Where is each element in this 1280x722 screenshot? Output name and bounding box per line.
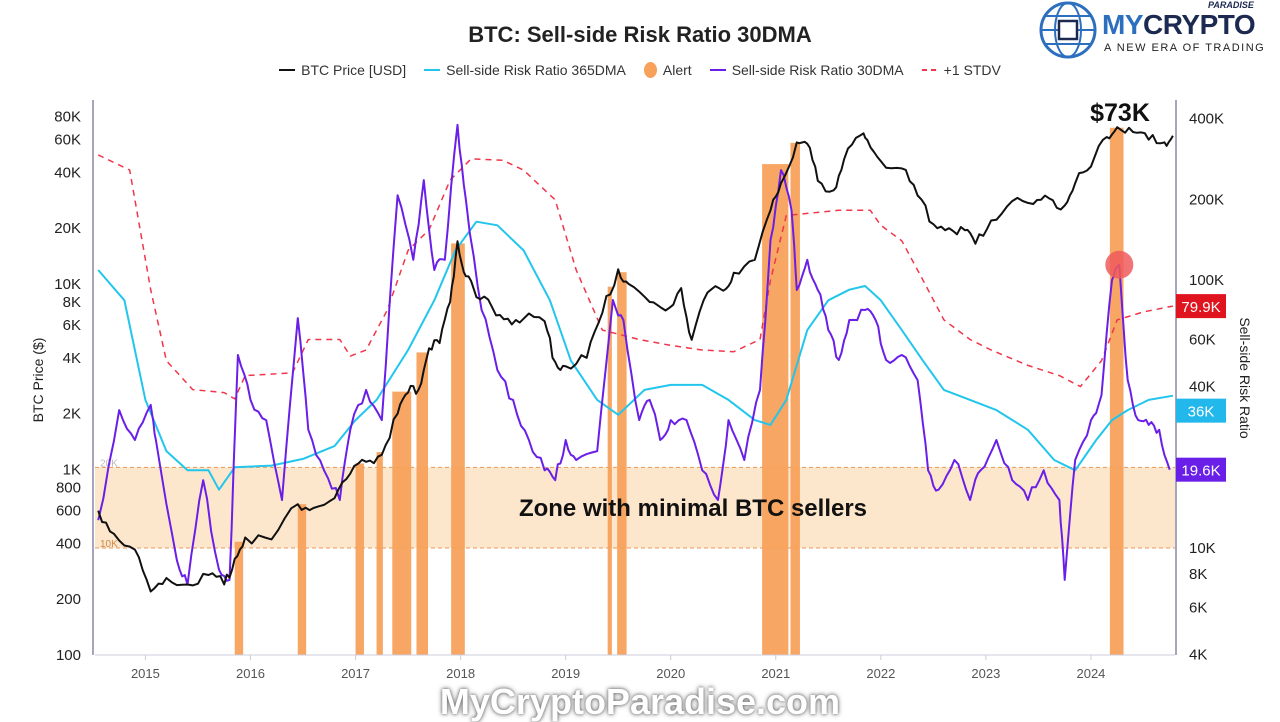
- value-badge: [1176, 294, 1226, 319]
- y-tick-label: 600: [56, 503, 81, 520]
- x-tick-label: 2020: [656, 666, 685, 681]
- zone-low-label: 10K: [100, 539, 118, 550]
- y2-tick-label: 4K: [1189, 647, 1207, 664]
- y-tick-label: 200: [56, 591, 81, 608]
- y-tick-label: 8K: [63, 294, 81, 311]
- legend-swatch: [921, 69, 938, 71]
- series-line-btc-price-usd-: [97, 126, 1174, 593]
- value-badge: [1176, 398, 1226, 423]
- value-badge-label: 79.9K: [1181, 299, 1220, 316]
- legend-item-365dma[interactable]: Sell-side Risk Ratio 365DMA: [424, 62, 626, 78]
- logo-wordmark: MYCRYPTO: [1102, 9, 1256, 40]
- chart-title: BTC: Sell-side Risk Ratio 30DMA: [468, 22, 812, 47]
- y-tick-label: 800: [56, 479, 81, 496]
- globe-circuit-icon: [1039, 1, 1097, 59]
- y-tick-label: 60K: [54, 132, 81, 149]
- alert-bar: [416, 352, 429, 655]
- legend-label: +1 STDV: [943, 62, 1001, 78]
- y2-tick-label: 200K: [1189, 191, 1224, 208]
- x-tick-label: 2017: [341, 666, 370, 681]
- zone-label: Zone with minimal BTC sellers: [519, 495, 867, 522]
- alert-bar: [617, 272, 627, 655]
- y-tick-label: 20K: [54, 220, 81, 237]
- y-tick-label: 1K: [63, 462, 81, 479]
- alert-bar: [1109, 127, 1124, 656]
- legend-swatch: [279, 69, 296, 71]
- alert-bar: [376, 452, 383, 655]
- x-tick-label: 2018: [446, 666, 475, 681]
- watermark: MyCryptoParadise.com: [439, 681, 841, 722]
- y-tick-label: 400: [56, 535, 81, 552]
- alert-bar: [451, 243, 465, 655]
- x-tick-label: 2015: [131, 666, 160, 681]
- alert-bar: [297, 504, 307, 655]
- y-tick-label: 80K: [54, 108, 81, 125]
- value-badge-label: 19.6K: [1181, 463, 1220, 480]
- legend-swatch: [643, 62, 657, 78]
- y-tick-label: 4K: [63, 350, 81, 367]
- legend-item-alert[interactable]: Alert: [643, 62, 692, 78]
- x-tick-label: 2016: [236, 666, 265, 681]
- series-line-sell-side-risk-ratio-30dma: [97, 123, 1171, 586]
- legend-item-30dma[interactable]: Sell-side Risk Ratio 30DMA: [709, 62, 904, 78]
- peak-marker-circle: [1105, 250, 1134, 279]
- y2-tick-label: 10K: [1189, 540, 1216, 557]
- logo-tagline: A NEW ERA OF TRADING: [1104, 42, 1266, 54]
- legend-label: Sell-side Risk Ratio 365DMA: [446, 62, 626, 78]
- y2-tick-label: 40K: [1189, 379, 1216, 396]
- alert-bar: [762, 164, 789, 655]
- x-tick-label: 2019: [551, 666, 580, 681]
- legend-label: Sell-side Risk Ratio 30DMA: [731, 62, 904, 78]
- peak-price-annotation: $73K: [1090, 99, 1150, 127]
- legend-swatch: [424, 69, 441, 71]
- x-tick-label: 2022: [866, 666, 895, 681]
- brand-logo: MYCRYPTO PARADISE A NEW ERA OF TRADING: [1036, 0, 1280, 60]
- y2-tick-label: 6K: [1189, 599, 1207, 616]
- legend-label: BTC Price [USD]: [301, 62, 407, 78]
- series-line--1-stdv: [97, 154, 1174, 400]
- legend: BTC Price [USD] Sell-side Risk Ratio 365…: [0, 62, 1280, 78]
- alert-bar: [607, 286, 612, 655]
- value-badge-label: 36K: [1188, 404, 1215, 421]
- alert-bar: [234, 541, 244, 655]
- legend-item-btc-price[interactable]: BTC Price [USD]: [279, 62, 406, 78]
- legend-swatch: [709, 69, 726, 71]
- y-tick-label: 6K: [63, 317, 81, 334]
- value-badge: [1176, 457, 1226, 482]
- y-tick-label: 2K: [63, 406, 81, 423]
- legend-item-stdv[interactable]: +1 STDV: [921, 62, 1001, 78]
- y-tick-label: 100: [56, 647, 81, 664]
- y-tick-label: 10K: [54, 276, 81, 293]
- y2-tick-label: 8K: [1189, 566, 1207, 583]
- y2-tick-label: 60K: [1189, 331, 1216, 348]
- x-tick-label: 2021: [761, 666, 790, 681]
- y2-tick-label: 100K: [1189, 272, 1224, 289]
- y2-axis-label: Sell-side Risk Ratio: [1237, 317, 1253, 439]
- legend-label: Alert: [662, 62, 692, 78]
- y2-tick-label: 400K: [1189, 111, 1224, 128]
- alert-bar: [355, 463, 364, 655]
- x-tick-label: 2023: [971, 666, 1000, 681]
- y-tick-label: 40K: [54, 164, 81, 181]
- x-tick-label: 2024: [1076, 666, 1105, 681]
- logo-subbrand: PARADISE: [1208, 0, 1254, 10]
- y-axis-label: BTC Price ($): [30, 338, 46, 423]
- alert-bar: [392, 391, 412, 655]
- series-line-sell-side-risk-ratio-365dma: [97, 220, 1174, 491]
- alert-bar: [790, 142, 800, 655]
